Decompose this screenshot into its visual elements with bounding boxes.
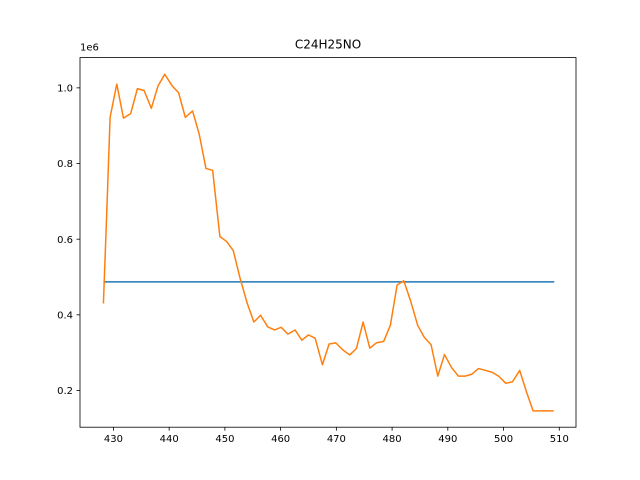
y-tick-label: 0.2 xyxy=(57,386,73,397)
y-tick-label: 0.4 xyxy=(57,310,73,321)
y-axis-multiplier: 1e6 xyxy=(80,43,99,54)
x-tick-label: 460 xyxy=(271,434,290,445)
x-tick-label: 440 xyxy=(160,434,179,445)
x-tick-label: 490 xyxy=(438,434,457,445)
chart-title: C24H25NO xyxy=(295,38,361,52)
y-tick-label: 0.6 xyxy=(57,235,73,246)
x-tick-label: 510 xyxy=(550,434,569,445)
y-tick-label: 0.8 xyxy=(57,159,73,170)
x-tick-label: 480 xyxy=(383,434,402,445)
x-tick-label: 450 xyxy=(215,434,234,445)
x-tick-label: 500 xyxy=(494,434,513,445)
x-tick-label: 430 xyxy=(104,434,123,445)
x-tick-label: 470 xyxy=(327,434,346,445)
y-tick-label: 1.0 xyxy=(57,83,73,94)
